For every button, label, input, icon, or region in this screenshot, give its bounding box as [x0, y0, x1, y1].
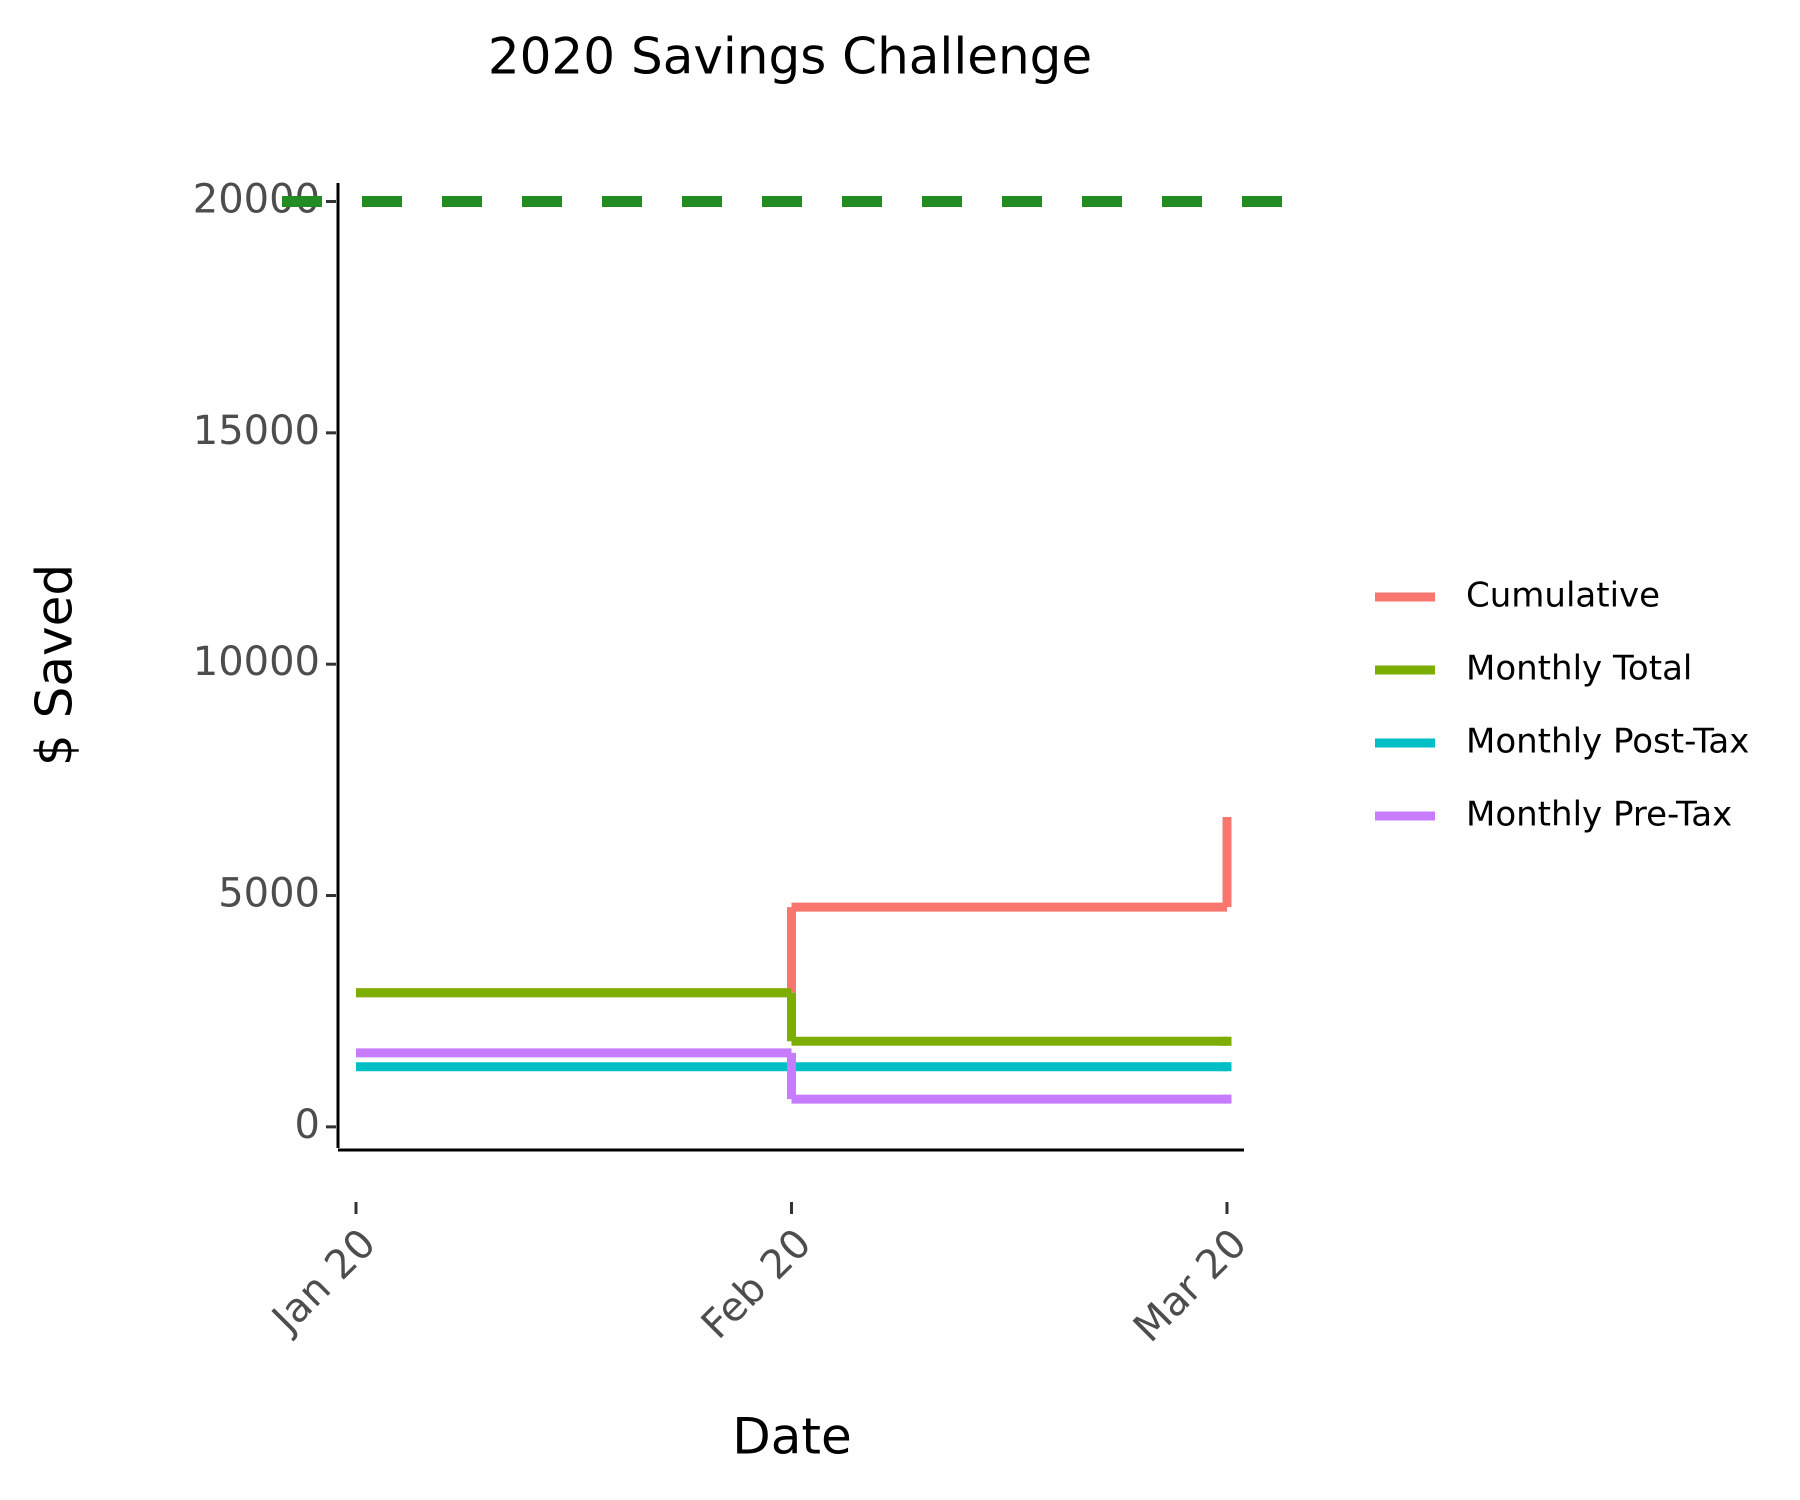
x-tick-label: Feb 20 [693, 1220, 821, 1348]
y-tick-label: 0 [295, 1102, 320, 1148]
y-axis-title: $ Saved [26, 564, 84, 766]
legend-label: Cumulative [1466, 576, 1660, 616]
legend-label: Monthly Post-Tax [1466, 722, 1749, 762]
legend-label: Monthly Total [1466, 649, 1692, 689]
chart-title: 2020 Savings Challenge [488, 28, 1092, 86]
x-tick-label: Jan 20 [262, 1220, 385, 1343]
x-tick-label: Mar 20 [1125, 1220, 1256, 1351]
y-tick-label: 15000 [193, 408, 320, 454]
x-axis-title: Date [732, 1408, 852, 1466]
y-tick-label: 10000 [193, 639, 320, 685]
y-tick-label: 5000 [218, 871, 320, 917]
legend-label: Monthly Pre-Tax [1466, 795, 1732, 835]
